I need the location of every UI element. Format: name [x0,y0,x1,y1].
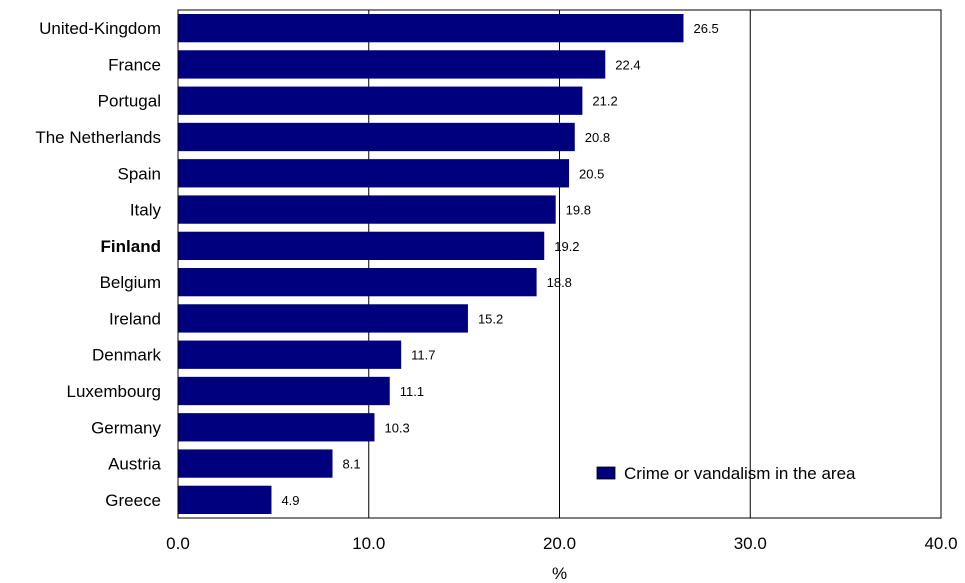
value-label-ireland: 15.2 [478,311,503,326]
x-tick-label-4: 40.0 [924,534,957,553]
bar-luxembourg [178,376,390,406]
value-label-finland: 19.2 [554,239,579,254]
value-label-belgium: 18.8 [547,275,572,290]
category-label-united-kingdom: United-Kingdom [39,19,161,38]
category-label-austria: Austria [108,455,161,474]
x-tick-label-1: 10.0 [352,534,385,553]
bar-france [178,50,606,79]
bar-denmark [178,340,402,369]
x-axis-title: % [552,564,567,583]
category-label-italy: Italy [130,201,162,220]
category-label-france: France [108,55,161,74]
value-label-portugal: 21.2 [592,94,617,109]
bar-spain [178,159,570,188]
plot-frame [177,9,942,519]
value-label-luxembourg: 11.1 [400,384,424,399]
value-label-spain: 20.5 [579,166,604,181]
bar-the-netherlands [178,122,575,152]
value-label-germany: 10.3 [384,420,409,435]
bars [178,13,684,515]
value-labels: 26.5 22.4 21.2 20.8 20.5 19.8 19.2 18.8 15.2 11.7… [281,21,718,508]
value-label-denmark: 11.7 [411,348,435,363]
x-tick-labels: 0.0 10.0 20.0 30.0 40.0 [166,534,957,553]
category-label-belgium: Belgium [100,273,161,292]
value-label-france: 22.4 [615,57,640,72]
bar-greece [178,485,272,515]
bar-germany [178,413,375,442]
value-label-greece: 4.9 [281,493,299,508]
value-label-the-netherlands: 20.8 [585,130,610,145]
x-tick-label-3: 30.0 [734,534,767,553]
bar-belgium [178,267,537,297]
bar-finland [178,231,545,261]
value-label-italy: 19.8 [566,203,591,218]
bar-portugal [178,86,583,115]
category-label-denmark: Denmark [92,346,161,365]
category-label-portugal: Portugal [98,92,161,111]
category-labels: United-Kingdom France Portugal The Netherla… [35,19,161,510]
category-label-luxembourg: Luxembourg [66,382,161,401]
category-label-germany: Germany [91,418,161,437]
category-label-greece: Greece [105,491,161,510]
value-label-austria: 8.1 [343,457,361,472]
category-label-finland: Finland [101,237,161,256]
bar-united-kingdom [178,13,684,43]
category-label-ireland: Ireland [109,309,161,328]
legend-swatch [596,466,616,480]
bar-italy [178,195,556,224]
value-label-united-kingdom: 26.5 [693,21,718,36]
x-tick-label-2: 20.0 [543,534,576,553]
bar-austria [178,449,333,478]
bar-ireland [178,304,468,333]
grid-lines [368,10,751,518]
legend-label: Crime or vandalism in the area [624,464,856,483]
category-label-the-netherlands: The Netherlands [35,128,161,147]
category-label-spain: Spain [118,164,161,183]
legend: Crime or vandalism in the area [596,464,856,483]
x-tick-label-0: 0.0 [166,534,190,553]
